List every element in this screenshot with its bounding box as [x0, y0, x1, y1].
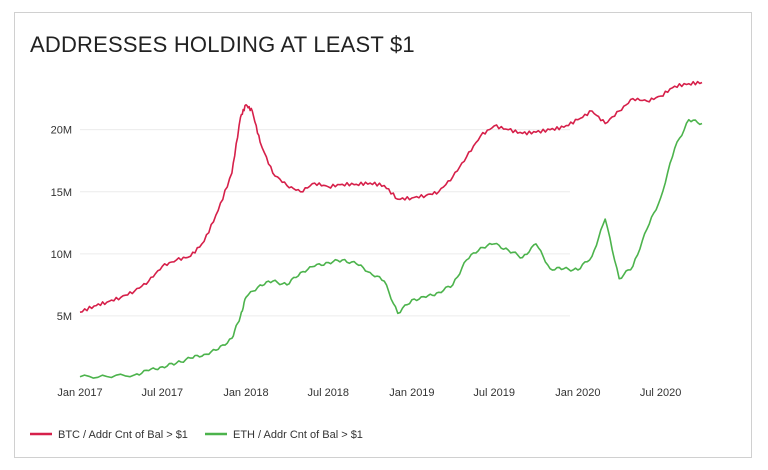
x-tick-label: Jul 2019: [473, 387, 515, 399]
y-tick-label: 20M: [51, 125, 72, 137]
y-axis-ticks: 5M 10M 15M 20M: [51, 125, 72, 323]
legend-label: BTC / Addr Cnt of Bal > $1: [58, 429, 188, 441]
x-tick-label: Jan 2020: [555, 387, 600, 399]
x-tick-label: Jul 2018: [307, 387, 349, 399]
x-axis-ticks: Jan 2017 Jul 2017 Jan 2018 Jul 2018 Jan 2019…: [57, 387, 681, 399]
y-tick-label: 10M: [51, 249, 72, 261]
btc-series-line: [79, 80, 703, 313]
eth-series-line: [79, 118, 703, 379]
legend-label: ETH / Addr Cnt of Bal > $1: [233, 429, 363, 441]
x-tick-label: Jan 2017: [57, 387, 102, 399]
series-lines: [79, 80, 703, 379]
y-tick-label: 5M: [57, 311, 72, 323]
x-tick-label: Jul 2017: [141, 387, 183, 399]
x-tick-label: Jan 2019: [389, 387, 434, 399]
grid-lines: [80, 129, 570, 317]
x-tick-label: Jan 2018: [223, 387, 268, 399]
chart-card: [14, 12, 752, 458]
legend: BTC / Addr Cnt of Bal > $1 ETH / Addr Cnt…: [30, 429, 363, 441]
x-tick-label: Jul 2020: [640, 387, 682, 399]
y-tick-label: 15M: [51, 187, 72, 199]
chart-title: ADDRESSES HOLDING AT LEAST $1: [30, 32, 415, 57]
